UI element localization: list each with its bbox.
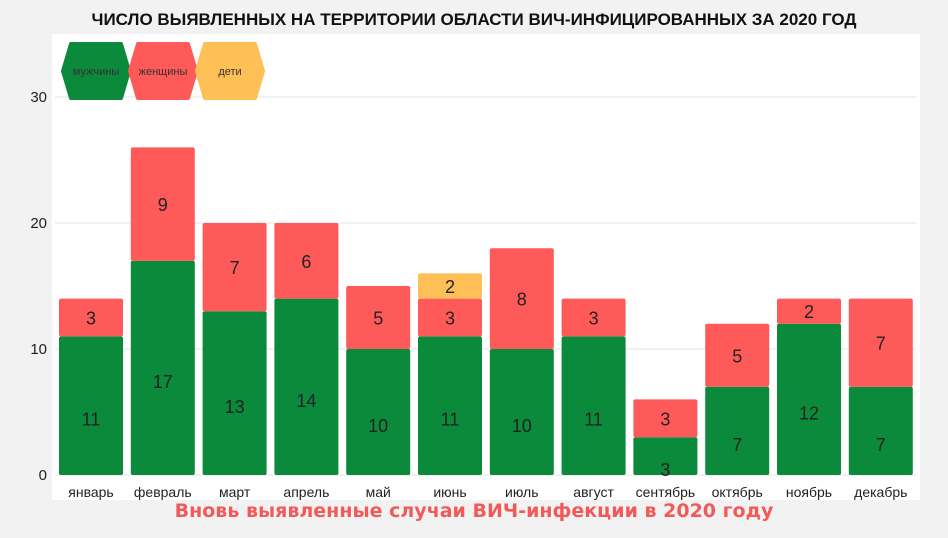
data-label: 10 — [512, 416, 532, 436]
data-label: 6 — [301, 252, 311, 272]
x-tick-label: ноябрь — [786, 484, 832, 500]
bar-segment — [202, 311, 267, 475]
x-tick-label: июнь — [433, 484, 466, 500]
y-tick-label: 30 — [30, 89, 47, 106]
plot-area — [52, 34, 920, 500]
bar-segment — [489, 248, 554, 349]
data-label: 5 — [732, 346, 742, 366]
x-tick-label: апрель — [283, 484, 329, 500]
data-label: 17 — [153, 372, 173, 392]
bar-segment — [705, 323, 770, 387]
data-label: 3 — [445, 309, 455, 329]
data-label: 7 — [230, 258, 240, 278]
x-tick-label: март — [219, 484, 251, 500]
data-label: 11 — [441, 410, 460, 430]
x-tick-label: май — [366, 484, 391, 500]
legend-label: мужчины — [73, 66, 119, 78]
bar-segment — [274, 298, 339, 475]
data-label: 11 — [82, 410, 101, 430]
x-tick-label: сентябрь — [636, 484, 696, 500]
x-tick-label: август — [573, 484, 614, 500]
data-label: 12 — [799, 403, 819, 423]
data-label: 11 — [584, 410, 603, 430]
y-tick-label: 10 — [30, 341, 47, 358]
data-label: 7 — [876, 334, 886, 354]
bar-segment — [418, 336, 482, 475]
legend-swatch — [128, 42, 198, 100]
x-tick-label: июль — [505, 484, 538, 500]
bar-segment — [777, 323, 841, 475]
data-label: 3 — [86, 309, 96, 329]
data-label: 14 — [296, 391, 316, 411]
x-axis-title: Вновь выявленные случаи ВИЧ-инфекции в 2… — [174, 500, 774, 522]
bar-segment — [705, 386, 770, 475]
x-tick-label: январь — [68, 484, 113, 500]
x-tick-label: декабрь — [854, 484, 907, 500]
data-label: 5 — [373, 309, 383, 329]
x-tick-label: февраль — [134, 484, 192, 500]
data-label: 3 — [589, 309, 599, 329]
data-label: 2 — [804, 302, 814, 322]
bar-segment — [848, 298, 913, 387]
legend-swatch — [61, 42, 131, 100]
bar-segment — [274, 223, 339, 299]
bar-segment — [848, 386, 913, 475]
data-label: 8 — [517, 290, 527, 310]
bar-segment — [59, 336, 123, 475]
data-label: 3 — [660, 460, 670, 480]
legend-label: дети — [218, 66, 241, 78]
bar-segment — [561, 336, 626, 475]
bar-segment — [418, 273, 482, 299]
data-label: 13 — [225, 397, 245, 417]
data-label: 9 — [158, 195, 168, 215]
bar-segment — [59, 298, 123, 337]
bar-segment — [489, 349, 554, 475]
bar-segment — [418, 298, 482, 337]
chart-title: ЧИСЛО ВЫЯВЛЕННЫХ НА ТЕРРИТОРИИ ОБЛАСТИ В… — [91, 10, 857, 29]
data-label: 7 — [876, 435, 886, 455]
bar-segment — [130, 147, 195, 261]
data-label: 2 — [445, 277, 455, 297]
bar-segment — [633, 399, 698, 438]
bar-segment — [346, 349, 411, 475]
x-tick-label: октябрь — [712, 484, 763, 500]
legend-swatch — [195, 42, 265, 100]
legend-label: женщины — [139, 66, 188, 78]
bar-segment — [346, 286, 411, 349]
data-label: 10 — [368, 416, 388, 436]
bar-segment — [202, 223, 267, 312]
bar-segment — [130, 260, 195, 475]
data-label: 3 — [660, 409, 670, 429]
data-label: 7 — [732, 435, 742, 455]
bar-segment — [777, 298, 841, 324]
y-tick-label: 0 — [39, 467, 47, 484]
bar-segment — [633, 437, 698, 475]
bar-segment — [561, 298, 626, 337]
y-tick-label: 20 — [30, 215, 47, 232]
